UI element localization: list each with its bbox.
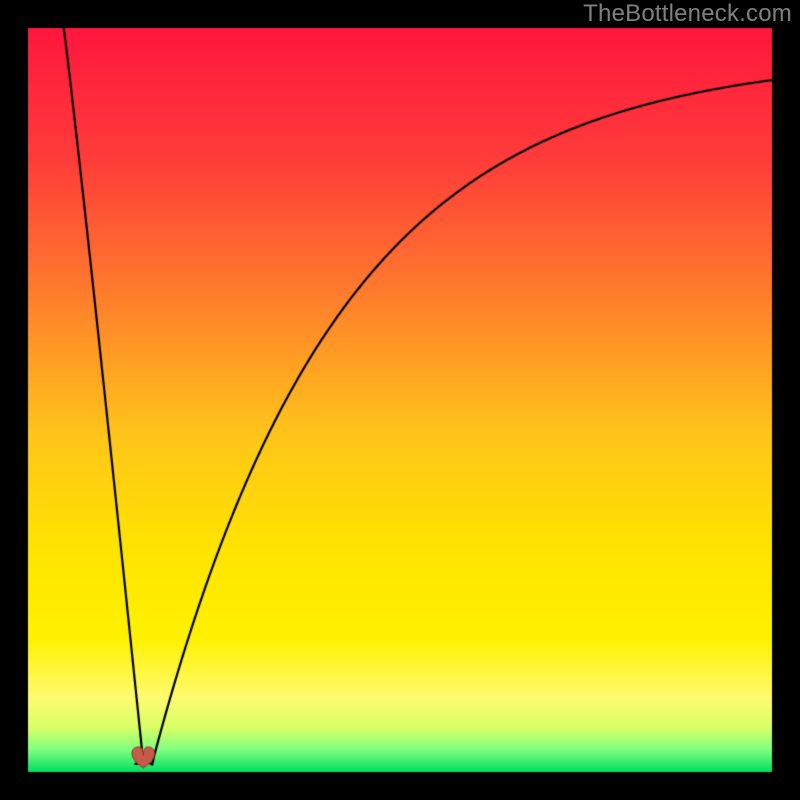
bottleneck-chart-canvas bbox=[0, 0, 800, 800]
watermark-text: TheBottleneck.com bbox=[583, 0, 792, 28]
chart-container: TheBottleneck.com bbox=[0, 0, 800, 800]
